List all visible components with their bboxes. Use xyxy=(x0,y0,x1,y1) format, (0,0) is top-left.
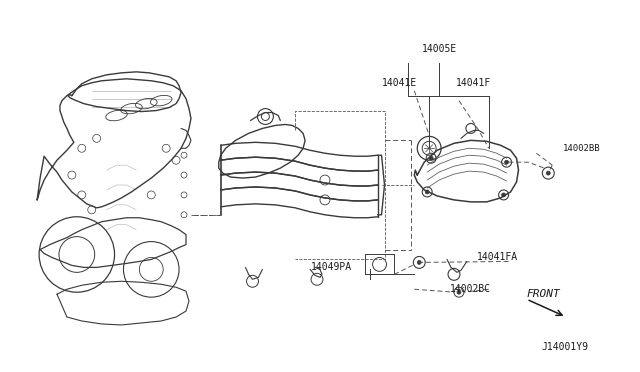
Circle shape xyxy=(417,260,421,264)
Text: 14049PA: 14049PA xyxy=(310,262,352,272)
Circle shape xyxy=(425,190,429,194)
Text: 14002BB: 14002BB xyxy=(563,144,601,153)
Text: 14041E: 14041E xyxy=(382,78,417,88)
Text: 14041F: 14041F xyxy=(456,78,492,88)
Circle shape xyxy=(457,290,461,294)
Text: 14041FA: 14041FA xyxy=(477,253,518,263)
Circle shape xyxy=(547,171,550,175)
Text: 14002BC: 14002BC xyxy=(451,284,492,294)
Circle shape xyxy=(504,160,509,164)
Text: FRONT: FRONT xyxy=(527,289,560,299)
Text: 14005E: 14005E xyxy=(422,44,457,54)
Text: J14001Y9: J14001Y9 xyxy=(541,342,588,352)
Circle shape xyxy=(429,156,433,160)
Circle shape xyxy=(502,193,506,197)
